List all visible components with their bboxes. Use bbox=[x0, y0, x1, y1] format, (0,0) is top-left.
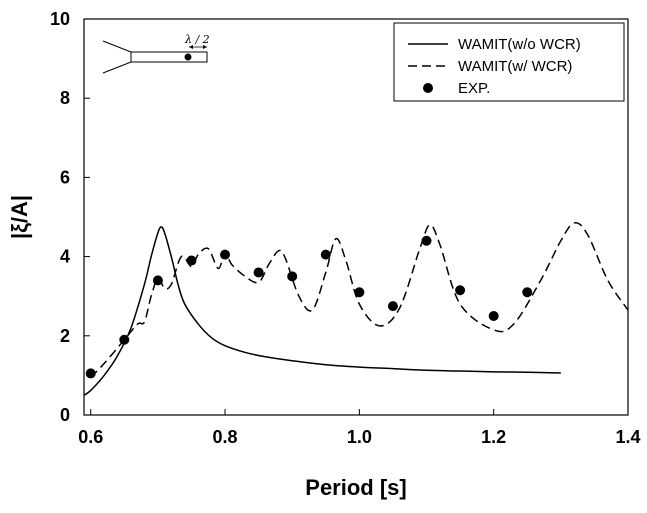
inset-channel bbox=[130, 51, 208, 63]
y-axis-title: |ξ/A| bbox=[7, 195, 32, 239]
exp-data-point bbox=[320, 249, 331, 260]
inset-funnel-lower bbox=[102, 61, 132, 74]
y-tick-label: 6 bbox=[60, 167, 70, 187]
inset-diagram: λ / 2 bbox=[102, 33, 210, 74]
legend-label-wamit-with-wcr: WAMIT(w/ WCR) bbox=[458, 58, 572, 75]
x-tick-label: 0.8 bbox=[213, 427, 238, 447]
series-line-wamit-with-wcr bbox=[90, 222, 629, 378]
x-axis-title: Period [s] bbox=[305, 475, 406, 500]
plot-frame bbox=[83, 18, 629, 416]
inset-arrow-right bbox=[203, 45, 207, 49]
exp-data-point bbox=[220, 249, 231, 260]
inset-arrow-left bbox=[189, 45, 193, 49]
series-layer bbox=[83, 222, 629, 396]
exp-data-point bbox=[488, 311, 499, 321]
exp-data-point bbox=[119, 334, 130, 345]
exp-data-point bbox=[152, 275, 163, 286]
y-tick-label: 8 bbox=[60, 88, 70, 108]
legend-label-exp: EXP. bbox=[458, 80, 490, 97]
legend: WAMIT(w/o WCR) WAMIT(w/ WCR) EXP. bbox=[393, 22, 625, 102]
x-tick-label: 1.4 bbox=[615, 427, 640, 447]
y-tick-label: 4 bbox=[60, 247, 70, 267]
ticks: 0.6 0.8 1.0 1.2 1.4 0 2 4 6 8 10 bbox=[50, 9, 641, 447]
y-tick-label: 0 bbox=[60, 405, 70, 425]
legend-swatch-marker bbox=[423, 83, 433, 93]
exp-data-point bbox=[253, 267, 264, 278]
inset-funnel-upper bbox=[102, 40, 132, 53]
y-tick-label: 2 bbox=[60, 326, 70, 346]
exp-data-point bbox=[287, 271, 298, 282]
exp-data-point bbox=[387, 301, 398, 312]
inset-probe-marker bbox=[184, 53, 192, 61]
exp-data-point bbox=[186, 255, 197, 266]
x-tick-label: 1.2 bbox=[481, 427, 506, 447]
x-tick-label: 1.0 bbox=[347, 427, 372, 447]
series-line-wamit-without-wcr bbox=[83, 226, 561, 396]
inset-label: λ / 2 bbox=[184, 33, 210, 46]
exp-data-point bbox=[421, 235, 432, 246]
y-tick-label: 10 bbox=[50, 9, 70, 29]
exp-data-point bbox=[455, 285, 466, 296]
exp-data-point bbox=[522, 287, 533, 298]
exp-data-point bbox=[85, 368, 96, 379]
exp-data-point bbox=[354, 287, 365, 298]
x-tick-label: 0.6 bbox=[78, 427, 103, 447]
legend-label-wamit-without-wcr: WAMIT(w/o WCR) bbox=[458, 36, 581, 53]
